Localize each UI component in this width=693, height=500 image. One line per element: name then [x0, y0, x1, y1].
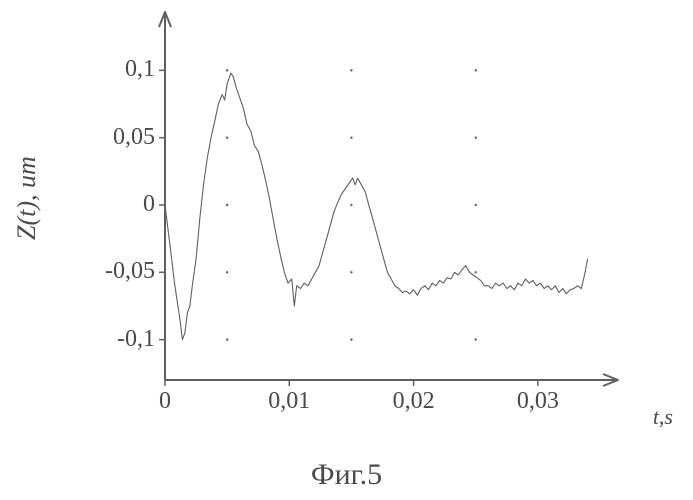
x-tick-label: 0,02 [374, 388, 454, 415]
y-tick-label: -0,1 [75, 326, 155, 353]
y-tick-label: -0,05 [75, 258, 155, 285]
y-tick-label: 0,1 [75, 56, 155, 83]
x-tick-label: 0,01 [249, 388, 329, 415]
y-axis-label: Z(t), um [12, 156, 42, 240]
figure-caption: Фиг.5 [0, 458, 693, 492]
x-axis-label: t,s [653, 404, 673, 430]
x-tick-label: 0,03 [498, 388, 578, 415]
x-tick-label: 0 [125, 388, 205, 415]
y-tick-label: 0 [75, 191, 155, 218]
figure-container: Z(t), um t,s Фиг.5 -0,1 -0,05 0 0,05 0,1 0 0,… [0, 0, 693, 500]
y-tick-label: 0,05 [75, 124, 155, 151]
